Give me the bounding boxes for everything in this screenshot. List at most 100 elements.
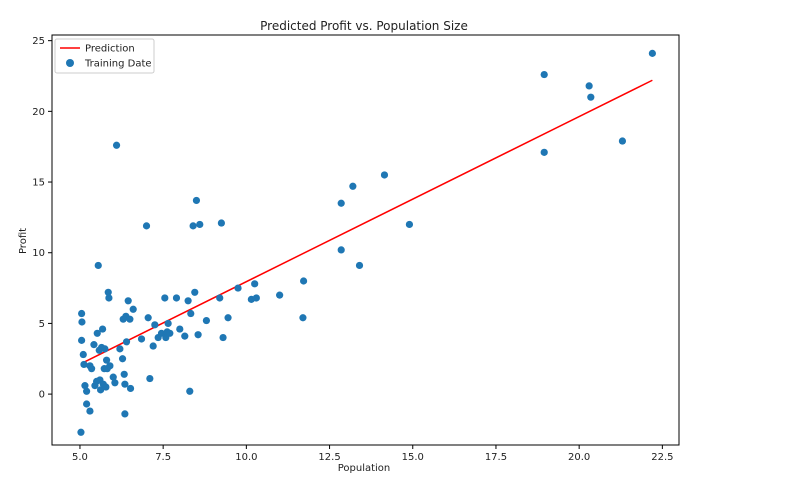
- training-point: [187, 309, 195, 318]
- legend-training-label: Training Date: [84, 59, 152, 70]
- y-tick-label: 5: [39, 319, 45, 330]
- training-point: [184, 297, 192, 305]
- training-point: [161, 294, 169, 302]
- legend-training-swatch: [66, 59, 74, 67]
- training-point: [111, 379, 119, 387]
- training-point: [104, 288, 112, 296]
- y-tick-label: 25: [32, 36, 45, 47]
- training-point: [181, 332, 189, 340]
- training-point: [164, 319, 172, 328]
- y-tick-label: 10: [32, 248, 45, 259]
- training-point: [93, 329, 101, 337]
- training-point: [83, 387, 91, 395]
- x-tick-label: 22.5: [651, 452, 673, 463]
- prediction-line: [80, 79, 653, 365]
- x-tick-label: 17.5: [485, 452, 507, 463]
- training-point: [146, 374, 154, 383]
- y-tick-label: 0: [39, 390, 45, 401]
- training-point: [126, 384, 135, 393]
- training-point: [299, 277, 308, 285]
- training-point: [88, 365, 96, 373]
- x-tick-label: 5.0: [72, 452, 88, 463]
- training-point: [102, 356, 111, 364]
- x-tick-label: 10.0: [235, 452, 257, 463]
- training-point: [120, 370, 128, 378]
- training-point: [540, 148, 548, 156]
- training-point: [98, 325, 107, 333]
- training-point: [251, 280, 259, 288]
- training-point: [585, 82, 593, 90]
- training-point: [355, 261, 364, 270]
- training-point: [202, 316, 211, 325]
- training-point: [217, 219, 225, 227]
- x-tick-label: 15.0: [402, 452, 424, 463]
- training-point: [94, 261, 102, 270]
- y-tick-label: 20: [32, 107, 45, 118]
- legend: Prediction Training Date: [54, 38, 155, 74]
- training-point: [122, 338, 131, 346]
- chart-title: Predicted Profit vs. Population Size: [260, 19, 468, 33]
- training-point: [405, 220, 414, 229]
- plot-area: [51, 34, 680, 446]
- training-point: [77, 428, 85, 436]
- training-point: [540, 70, 548, 79]
- training-point: [126, 315, 134, 323]
- training-point: [137, 335, 146, 343]
- training-point: [191, 288, 199, 296]
- training-point: [648, 49, 656, 57]
- x-axis-label: Population: [338, 463, 391, 474]
- y-tick-label: 15: [32, 178, 45, 189]
- training-point: [96, 386, 105, 394]
- training-point: [79, 350, 87, 359]
- training-point: [224, 314, 232, 322]
- training-point: [276, 291, 284, 299]
- training-point: [142, 222, 151, 230]
- training-point: [144, 314, 152, 322]
- training-point: [587, 93, 595, 101]
- training-point: [80, 360, 88, 369]
- training-point: [90, 341, 98, 349]
- training-point: [121, 410, 129, 418]
- training-point: [86, 407, 94, 415]
- training-point: [78, 309, 86, 318]
- training-point: [186, 387, 194, 395]
- training-point: [124, 297, 132, 305]
- training-point: [106, 362, 114, 370]
- training-point: [105, 294, 113, 302]
- training-point: [349, 182, 357, 190]
- training-point: [166, 329, 174, 337]
- training-point: [118, 355, 127, 363]
- training-point: [252, 294, 260, 302]
- training-point: [149, 342, 157, 350]
- plot-frame: [51, 34, 680, 446]
- training-point: [129, 305, 137, 313]
- training-point: [78, 318, 86, 326]
- y-axis-label: Profit: [18, 228, 29, 254]
- training-point: [151, 321, 159, 329]
- training-point: [337, 246, 345, 254]
- training-point: [337, 199, 345, 207]
- training-point: [380, 171, 389, 179]
- x-tick-label: 7.5: [155, 452, 171, 463]
- training-point: [219, 333, 227, 342]
- training-point: [83, 400, 91, 408]
- x-axis: 5.0 7.5 10.0 12.5 15.0 17.5 20.0 22.5: [72, 445, 673, 463]
- training-point: [176, 325, 184, 333]
- training-point: [192, 196, 201, 205]
- training-point: [81, 382, 89, 390]
- x-tick-label: 12.5: [318, 452, 340, 463]
- training-point: [102, 383, 110, 391]
- training-point: [109, 373, 117, 381]
- training-point: [78, 336, 86, 344]
- training-point: [172, 294, 181, 302]
- prediction-line-layer: [80, 79, 653, 365]
- y-axis: 0 5 10 15 20 25: [32, 36, 52, 401]
- training-point: [618, 137, 627, 145]
- scatter-points-layer: [77, 49, 656, 436]
- training-point: [189, 222, 197, 230]
- training-point: [116, 345, 124, 353]
- training-point: [216, 294, 224, 302]
- training-point: [121, 380, 129, 388]
- training-point: [194, 331, 202, 339]
